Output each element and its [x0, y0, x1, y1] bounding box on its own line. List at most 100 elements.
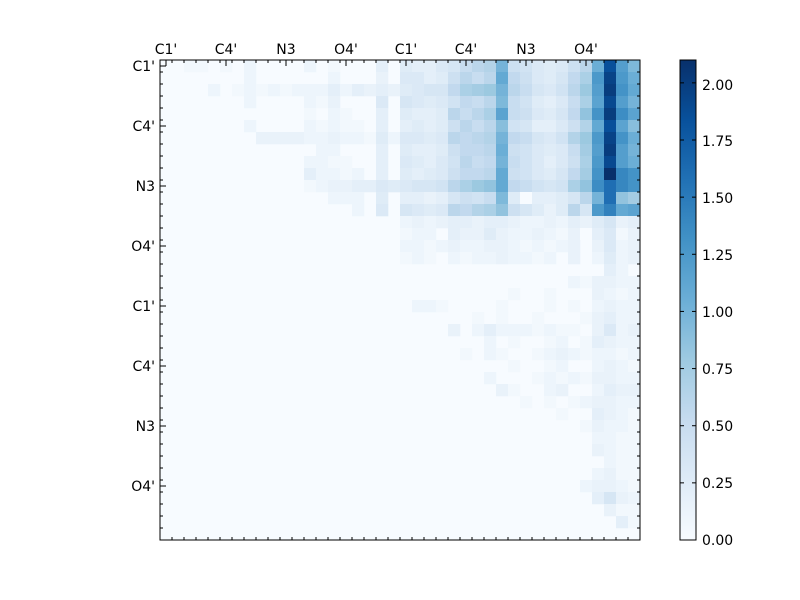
heatmap-cell	[592, 216, 605, 229]
heatmap-cell	[568, 276, 581, 289]
heatmap-cell	[592, 60, 605, 73]
heatmap-cell	[424, 144, 437, 157]
heatmap-cell	[280, 132, 293, 145]
heatmap-cell	[604, 120, 617, 133]
heatmap-cell	[292, 132, 305, 145]
heatmap-cell	[268, 84, 281, 97]
heatmap-cell	[412, 240, 425, 253]
heatmap-cell	[436, 96, 449, 109]
heatmap-cell	[628, 108, 641, 121]
heatmap-cell	[412, 144, 425, 157]
heatmap-cell	[628, 60, 641, 73]
heatmap-cell	[412, 180, 425, 193]
heatmap-cell	[448, 156, 461, 169]
heatmap-cell	[400, 192, 413, 205]
heatmap-cell	[436, 240, 449, 253]
heatmap-cell	[592, 120, 605, 133]
heatmap-cell	[496, 312, 509, 325]
heatmap-cell	[520, 204, 533, 217]
heatmap-cell	[580, 228, 593, 241]
heatmap-cell	[628, 384, 641, 397]
heatmap-cell	[592, 324, 605, 337]
heatmap-cell	[496, 156, 509, 169]
heatmap-cell	[424, 156, 437, 169]
heatmap-cell	[616, 84, 629, 97]
heatmap-cell	[400, 168, 413, 181]
heatmap-cell	[328, 120, 341, 133]
heatmap-cell	[616, 276, 629, 289]
heatmap-cell	[460, 180, 473, 193]
heatmap-cell	[508, 60, 521, 73]
heatmap-cell	[556, 96, 569, 109]
heatmap-cell	[628, 312, 641, 325]
heatmap-cell	[496, 72, 509, 85]
heatmap-cell	[496, 228, 509, 241]
heatmap-cell	[496, 300, 509, 313]
heatmap-cell	[544, 300, 557, 313]
heatmap-cell	[616, 72, 629, 85]
heatmap-cell	[328, 168, 341, 181]
heatmap-cell	[460, 72, 473, 85]
heatmap-cell	[532, 312, 545, 325]
y-tick-label: C4'	[132, 359, 155, 375]
heatmap-cells	[184, 60, 641, 529]
heatmap-cell	[520, 156, 533, 169]
heatmap-cell	[544, 324, 557, 337]
heatmap-cell	[400, 228, 413, 241]
heatmap-cell	[436, 168, 449, 181]
heatmap-cell	[412, 168, 425, 181]
heatmap-cell	[568, 228, 581, 241]
heatmap-cell	[556, 228, 569, 241]
heatmap-cell	[544, 372, 557, 385]
heatmap-cell	[556, 132, 569, 145]
heatmap-cell	[604, 348, 617, 361]
heatmap-cell	[520, 240, 533, 253]
heatmap-cell	[616, 252, 629, 265]
heatmap-cell	[604, 444, 617, 457]
heatmap-cell	[412, 156, 425, 169]
heatmap-cell	[388, 84, 401, 97]
heatmap-cell	[556, 384, 569, 397]
heatmap-cell	[580, 180, 593, 193]
heatmap-cell	[436, 108, 449, 121]
heatmap-cell	[484, 108, 497, 121]
heatmap-cell	[532, 168, 545, 181]
heatmap-cell	[532, 348, 545, 361]
heatmap-cell	[460, 96, 473, 109]
heatmap-cell	[328, 144, 341, 157]
heatmap-cell	[496, 180, 509, 193]
heatmap-cell	[472, 132, 485, 145]
heatmap-cell	[340, 120, 353, 133]
x-tick-label: N3	[516, 42, 535, 58]
heatmap-cell	[496, 84, 509, 97]
heatmap-cell	[460, 216, 473, 229]
colorbar-tick-label: 0.25	[702, 476, 733, 492]
heatmap-cell	[400, 96, 413, 109]
heatmap-cell	[592, 132, 605, 145]
heatmap-cell	[436, 192, 449, 205]
heatmap-cell	[304, 108, 317, 121]
heatmap-cell	[508, 84, 521, 97]
heatmap-cell	[448, 192, 461, 205]
heatmap-cell	[604, 240, 617, 253]
heatmap-cell	[532, 204, 545, 217]
heatmap-cell	[376, 108, 389, 121]
heatmap-cell	[508, 168, 521, 181]
heatmap-cell	[472, 120, 485, 133]
heatmap-cell	[544, 168, 557, 181]
heatmap-cell	[472, 60, 485, 73]
heatmap-cell	[244, 120, 257, 133]
heatmap-cell	[436, 120, 449, 133]
heatmap-cell	[340, 132, 353, 145]
heatmap-cell	[556, 204, 569, 217]
heatmap-cell	[616, 204, 629, 217]
heatmap-cell	[544, 336, 557, 349]
colorbar-tick-label: 1.25	[702, 248, 733, 264]
x-tick-label: C1'	[155, 42, 178, 58]
heatmap-cell	[508, 336, 521, 349]
heatmap-cell	[496, 96, 509, 109]
heatmap-cell	[616, 492, 629, 505]
heatmap-cell	[376, 120, 389, 133]
colorbar-tick-label: 1.00	[702, 305, 733, 321]
x-tick-label: N3	[276, 42, 295, 58]
